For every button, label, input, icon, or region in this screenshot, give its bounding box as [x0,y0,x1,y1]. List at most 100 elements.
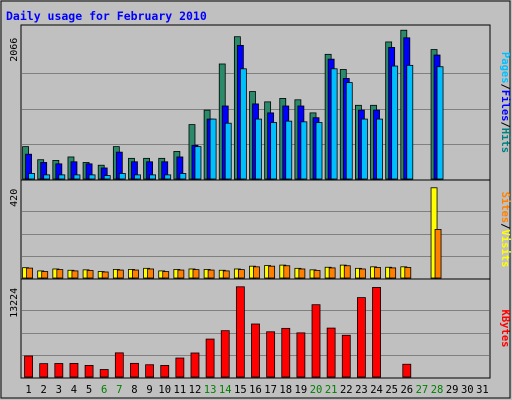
panel-legend: KBytes [499,310,511,348]
bar-kbytes-day-23 [357,297,366,378]
x-tick-label: 20 [310,384,323,396]
bar-sites-day-18 [283,265,291,279]
bar-pages-day-7 [118,173,126,180]
bar-kbytes-day-14 [220,330,230,378]
x-tick-label: 18 [279,384,292,396]
bar-sites-day-24 [374,267,381,279]
bar-kbytes-day-10 [160,365,170,378]
bar-sites-day-17 [268,265,276,279]
bar-kbytes-day-3 [54,363,64,378]
x-tick-label: 6 [101,384,107,396]
bar-pages-day-18 [285,120,293,180]
x-tick-label: 22 [340,384,353,396]
legend-entry: Pages [499,52,511,84]
bar-pages-day-10 [164,174,172,180]
bar-sites-day-5 [86,270,94,279]
bar-pages-day-4 [73,174,81,180]
bar-kbytes-day-2 [39,363,49,378]
x-tick-label: 11 [174,384,187,396]
y-max-label: 13224 [9,288,20,318]
x-tick-label: 17 [264,384,277,396]
x-tick-label: 4 [71,384,77,396]
x-tick-label: 24 [370,384,383,396]
bar-pages-day-8 [134,174,141,180]
bar-sites-day-26 [404,267,412,279]
legend-entry: / [499,121,511,127]
bar-sites-day-6 [101,271,109,279]
bar-pages-day-26 [406,64,414,180]
bar-sites-day-2 [41,271,49,279]
bar-kbytes-day-12 [190,352,200,378]
x-tick-label: 7 [116,384,122,396]
bar-sites-day-10 [162,271,170,279]
bar-pages-day-12 [194,146,202,180]
bar-sites-day-19 [298,268,306,279]
legend-entry: / [499,223,511,229]
x-tick-label: 13 [204,384,217,396]
legend-entry: / [499,84,511,90]
bar-pages-day-25 [391,65,399,180]
x-tick-label: 29 [446,384,459,396]
bar-pages-day-13 [209,118,217,180]
x-tick-label: 15 [234,384,247,396]
bar-pages-day-22 [345,82,353,180]
bar-pages-day-16 [255,118,262,180]
bar-kbytes-day-9 [145,364,154,378]
bar-kbytes-day-5 [84,365,94,378]
bar-kbytes-day-8 [130,362,139,378]
x-tick-label: 27 [416,384,429,396]
bar-kbytes-day-20 [311,304,321,378]
bar-kbytes-day-22 [341,334,351,378]
legend-entry: Hits [499,128,511,153]
y-max-label: 2066 [9,38,20,62]
bar-kbytes-day-11 [175,357,185,378]
legend-entry: Visits [499,230,511,268]
bar-sites-day-14 [222,270,230,279]
panel-frame [20,179,491,280]
bar-kbytes-day-24 [372,287,381,378]
bar-sites-day-16 [253,266,260,279]
bar-pages-day-9 [149,174,156,180]
bar-pages-day-15 [239,68,247,180]
x-tick-label: 31 [476,384,489,396]
x-axis: 1 2 3 4 5 6 7 8 9 10 11 12 13 14 15 16 17 18 19 20 21 22 23 24 2… [25,384,488,396]
bar-kbytes-day-18 [281,327,291,378]
bar-sites-day-20 [313,270,321,279]
legend-entry: Sites [499,192,511,224]
bar-sites-day-12 [192,269,200,279]
bar-sites-day-13 [207,269,215,279]
bar-sites-day-8 [132,269,139,279]
bar-sites-day-7 [116,269,124,279]
x-tick-label: 2 [41,384,47,396]
x-tick-label: 9 [146,384,152,396]
bar-kbytes-day-6 [99,369,109,378]
legend-entry: Files [499,90,511,122]
bar-pages-day-24 [376,118,383,180]
bar-pages-day-1 [28,173,35,180]
x-tick-label: 1 [25,384,31,396]
x-tick-label: 5 [86,384,92,396]
x-tick-label: 8 [131,384,137,396]
x-tick-label: 28 [431,384,444,396]
bar-kbytes-day-4 [69,363,79,378]
x-tick-label: 12 [189,384,202,396]
panel-kbytes: 13224 KBytes [9,278,511,379]
bar-sites-day-4 [71,270,79,279]
bar-pages-day-19 [300,121,308,180]
bar-kbytes-day-7 [114,352,124,378]
legend-entry: KBytes [499,310,511,348]
bar-sites-day-21 [328,267,336,279]
x-tick-label: 30 [461,384,474,396]
bar-pages-day-17 [270,122,278,180]
bar-kbytes-day-26 [402,363,412,378]
bar-kbytes-day-1 [24,355,33,378]
bar-pages-day-28 [436,66,444,180]
bar-sites-day-1 [26,267,33,279]
chart-title: Daily usage for February 2010 [6,9,207,23]
panel-legend: Sites/Visits [499,192,511,268]
bar-kbytes-day-19 [296,332,306,378]
x-tick-label: 3 [56,384,62,396]
bar-pages-day-11 [179,173,187,180]
